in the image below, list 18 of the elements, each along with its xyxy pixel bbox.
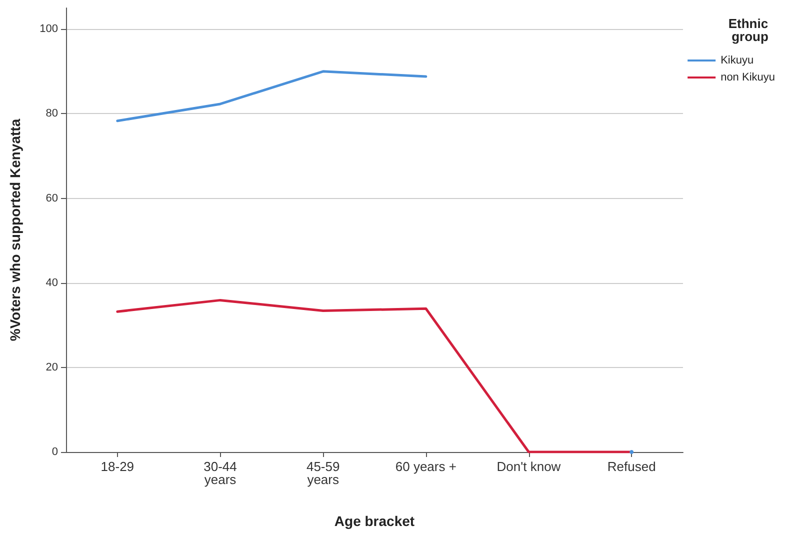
y-tick-label: 100 <box>40 23 58 36</box>
legend-label: Kikuyu <box>720 54 754 66</box>
x-tick-label: 18-29 <box>100 459 134 474</box>
y-axis-title: %Voters who supported Kenyatta <box>7 118 23 342</box>
x-tick-label: Don't know <box>496 459 562 474</box>
y-tick-label: 20 <box>46 361 58 374</box>
y-tick-label: 0 <box>52 446 58 458</box>
legend-label: non Kikuyu <box>720 72 776 84</box>
legend-title: Ethnic group <box>728 16 772 44</box>
x-axis-title: Age bracket <box>334 513 415 529</box>
x-tick-label: 45-59 years <box>306 459 340 487</box>
y-tick-label: 60 <box>46 192 58 204</box>
y-tick-label: 40 <box>46 276 58 289</box>
x-tick-label: 60 years + <box>395 459 456 474</box>
y-tick-label: 80 <box>46 108 58 120</box>
x-tick-label: Refused <box>607 459 656 474</box>
x-tick-label: 30-44 years <box>204 459 237 487</box>
line-series <box>116 298 633 454</box>
